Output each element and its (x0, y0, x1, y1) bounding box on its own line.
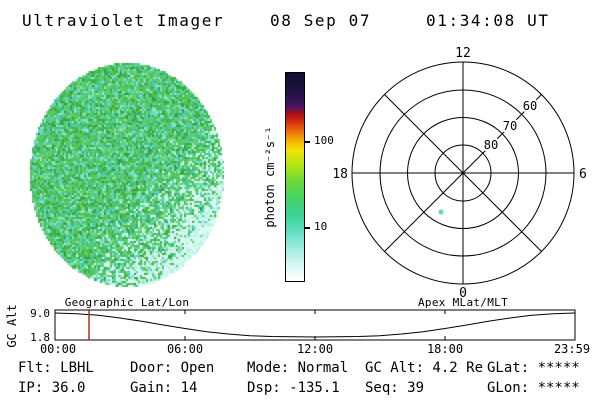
footprint-dot (438, 209, 444, 215)
header-date: 08 Sep 07 (270, 11, 372, 30)
status-flt: Flt: LBHL (18, 360, 94, 376)
colorbar-tick-mark (305, 227, 310, 229)
app-title: Ultraviolet Imager (22, 11, 225, 30)
status-door: Door: Open (130, 360, 215, 376)
polar-ring-60 (379, 89, 547, 257)
gc-alt-curve (54, 312, 576, 338)
colorbar-tick-label: 10 (314, 220, 328, 233)
status-gain: Gain: 14 (130, 380, 198, 396)
polar-caption: Apex MLat/MLT (418, 296, 508, 309)
mlt-label-12: 12 (455, 46, 471, 61)
gcalt-xtick-1800: 18:00 (427, 342, 463, 356)
colorbar-gradient (286, 73, 304, 281)
gcalt-frame (54, 309, 576, 341)
status-mode: Mode: Normal (247, 360, 349, 376)
gcalt-ytick-max: 9.0 (30, 307, 50, 320)
polar-ring-50 (351, 61, 575, 285)
status-seq: Seq: 39 (365, 380, 425, 396)
status-dsp: Dsp: -135.1 (247, 380, 340, 396)
colorbar-tick-label: 100 (314, 134, 334, 147)
status-gcalt: GC Alt: 4.2 Re (365, 360, 484, 376)
polar-spoke-diagonal-2 (384, 94, 542, 252)
polar-spoke-diagonal-1 (384, 94, 542, 252)
polar-ring-80 (434, 144, 492, 202)
disk-caption: Geographic Lat/Lon (64, 296, 190, 309)
uv-disk-image (28, 61, 224, 287)
colorbar-axis-label: photon cm⁻²s⁻¹ (263, 126, 277, 227)
polar-ring-70 (407, 117, 519, 229)
status-glat: GLat: ***** (487, 360, 580, 376)
status-glon: GLon: ***** (487, 380, 580, 396)
status-ip: IP: 36.0 (18, 380, 86, 396)
header-time: 01:34:08 UT (426, 11, 550, 30)
mlat-label-70: 70 (503, 119, 517, 133)
mlt-label-6: 6 (579, 167, 587, 182)
gcalt-plot: GC Alt 9.0 1.8 00:00 06:00 12:00 18:00 2… (5, 304, 590, 356)
gcalt-xtick-2359: 23:59 (554, 342, 590, 356)
gcalt-xtick-0000: 00:00 (40, 342, 76, 356)
gcalt-axis-label: GC Alt (5, 304, 19, 347)
mlat-label-80: 80 (484, 138, 498, 152)
gcalt-ytick-min: 1.8 (30, 331, 50, 344)
colorbar-tick-mark (305, 141, 310, 143)
mlat-label-60: 60 (523, 99, 537, 113)
colorbar: 100 10 (285, 72, 334, 282)
gcalt-xtick-1200: 12:00 (297, 342, 333, 356)
mlt-label-18: 18 (332, 167, 348, 182)
gcalt-xtick-0600: 06:00 (167, 342, 203, 356)
polar-plot: 12 18 6 0 60 70 80 (332, 46, 586, 301)
